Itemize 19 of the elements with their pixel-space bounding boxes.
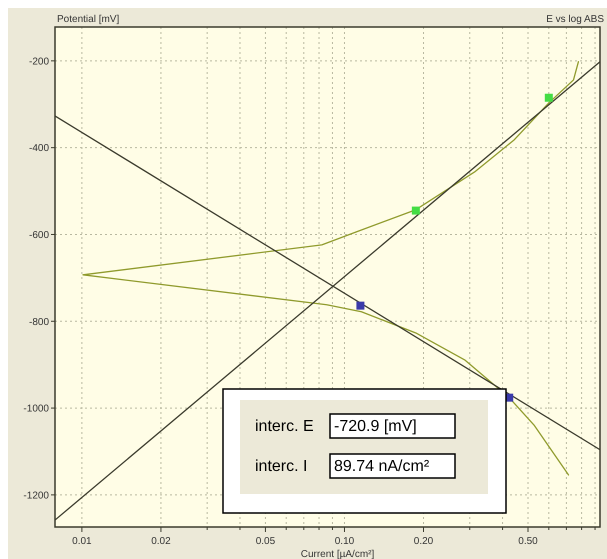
x-axis-title: Current [µA/cm²] [300, 549, 374, 559]
annotation: interc. I [255, 458, 308, 475]
y-tick-label: -600 [28, 230, 50, 241]
x-tick-label: 0.05 [256, 536, 276, 547]
y-axis-title: Potential [mV] [57, 14, 120, 25]
chart-title: E vs log ABS [546, 14, 604, 25]
x-tick-label: 0.20 [414, 536, 434, 547]
y-tick-label: -800 [28, 316, 50, 328]
x-tick-label: 0.02 [151, 536, 172, 547]
annotation: interc. E [255, 418, 314, 435]
x-tick-label: 0.50 [518, 536, 538, 547]
x-tick-label: 0.10 [334, 536, 355, 547]
y-tick-label: -400 [28, 143, 50, 154]
y-tick-label: -1000 [23, 404, 50, 415]
x-tick-label: 0.01 [72, 536, 92, 547]
y-tick-label: -1200 [23, 490, 50, 502]
annotation: 89.74 nA/cm² [334, 458, 430, 475]
annotation: -720.9 [mV] [334, 418, 417, 435]
y-tick-label: -200 [28, 56, 50, 68]
